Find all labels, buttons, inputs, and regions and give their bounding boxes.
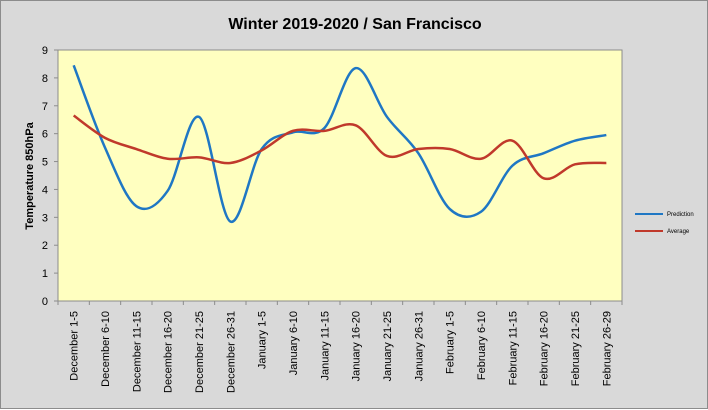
plot-area: [57, 49, 623, 302]
series-line-average: [72, 114, 607, 181]
x-tick-label: December 6-10: [100, 311, 112, 387]
x-tick-label: January 1-5: [257, 311, 269, 369]
y-tick-label: 4: [42, 184, 48, 196]
x-tick-label: January 26-31: [413, 311, 425, 381]
y-tick-label: 9: [42, 45, 48, 57]
legend-label-prediction: Prediction: [667, 212, 694, 218]
chart-title: Winter 2019-2020 / San Francisco: [228, 16, 482, 33]
x-tick-label: December 21-25: [194, 311, 206, 393]
x-tick-label: February 1-5: [445, 311, 457, 374]
x-tick-label: February 26-29: [601, 311, 613, 386]
x-tick-label: December 26-31: [225, 311, 237, 393]
legend: Prediction Average: [635, 212, 694, 235]
y-tick-label: 2: [42, 240, 48, 252]
y-tick-label: 0: [42, 296, 48, 308]
x-tick-label: December 16-20: [163, 311, 175, 393]
y-tick-label: 3: [42, 212, 48, 224]
series-group: [72, 64, 607, 223]
x-tick-label: February 11-15: [507, 311, 519, 385]
y-tick-label: 7: [42, 101, 48, 113]
x-tick-label: January 16-20: [351, 311, 363, 381]
x-tick-label: December 11-15: [131, 311, 143, 392]
x-tick-label: January 21-25: [382, 311, 394, 381]
x-tick-label: December 1-5: [69, 311, 81, 381]
y-tick-label: 1: [42, 268, 48, 280]
x-tick-label: January 6-10: [288, 311, 300, 375]
x-tick-label: February 6-10: [476, 311, 488, 380]
y-axis: 0 1 2 3 4 5 6 7 8 9: [42, 45, 58, 308]
legend-label-average: Average: [667, 229, 690, 235]
x-tick-label: January 11-15: [319, 311, 331, 381]
y-axis-label: Temperature 850hPa: [24, 121, 36, 229]
y-tick-label: 8: [42, 73, 48, 85]
y-tick-label: 6: [42, 129, 48, 141]
x-axis: December 1-5 December 6-10 December 11-15 D…: [57, 301, 623, 393]
x-tick-label: February 16-20: [539, 311, 551, 386]
y-tick-label: 5: [42, 157, 48, 169]
series-line-prediction: [72, 64, 607, 223]
x-tick-label: February 21-25: [570, 311, 582, 386]
